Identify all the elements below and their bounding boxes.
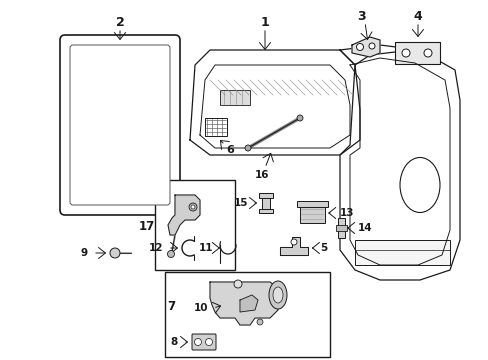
Text: 3: 3: [357, 9, 366, 23]
Bar: [259, 193, 272, 198]
Bar: [220, 90, 249, 105]
Circle shape: [191, 205, 195, 209]
Text: 6: 6: [225, 145, 233, 155]
Text: 2: 2: [115, 15, 124, 28]
Text: 12: 12: [148, 243, 163, 253]
Polygon shape: [209, 282, 278, 325]
FancyBboxPatch shape: [70, 45, 170, 205]
Circle shape: [290, 239, 296, 245]
Bar: [259, 209, 272, 213]
Text: 4: 4: [413, 9, 422, 23]
FancyBboxPatch shape: [192, 334, 216, 350]
Ellipse shape: [399, 158, 439, 212]
Text: 15: 15: [233, 198, 247, 208]
Text: 5: 5: [319, 243, 326, 253]
Circle shape: [356, 44, 363, 50]
Circle shape: [189, 203, 197, 211]
Text: 7: 7: [166, 300, 175, 312]
Polygon shape: [190, 50, 359, 155]
Circle shape: [234, 280, 242, 288]
Circle shape: [423, 49, 431, 57]
Circle shape: [401, 49, 409, 57]
Bar: [337, 218, 345, 238]
Circle shape: [368, 43, 374, 49]
Text: 14: 14: [357, 223, 372, 233]
Text: 17: 17: [139, 220, 155, 233]
Bar: [296, 201, 327, 207]
Circle shape: [257, 319, 263, 325]
Ellipse shape: [268, 281, 286, 309]
Circle shape: [167, 251, 174, 257]
Bar: [335, 225, 346, 231]
Circle shape: [194, 338, 201, 346]
Circle shape: [110, 248, 120, 258]
Polygon shape: [168, 195, 200, 235]
Text: 10: 10: [193, 303, 207, 313]
Polygon shape: [351, 37, 379, 57]
Polygon shape: [339, 45, 459, 280]
Ellipse shape: [272, 287, 283, 303]
Circle shape: [205, 338, 212, 346]
Bar: [394, 42, 439, 64]
Text: 11: 11: [198, 243, 213, 253]
Polygon shape: [240, 295, 258, 312]
Text: 9: 9: [81, 248, 88, 258]
Text: 13: 13: [339, 208, 354, 218]
Bar: [262, 193, 269, 213]
FancyBboxPatch shape: [60, 35, 180, 215]
Text: 8: 8: [170, 337, 178, 347]
Circle shape: [296, 115, 303, 121]
Bar: [299, 205, 325, 223]
Bar: [354, 240, 449, 265]
Circle shape: [244, 145, 250, 151]
Bar: [155, 180, 235, 270]
Polygon shape: [280, 237, 307, 255]
Text: 16: 16: [254, 170, 269, 180]
Bar: [164, 272, 329, 357]
Bar: [204, 118, 226, 136]
Text: 1: 1: [260, 15, 269, 28]
